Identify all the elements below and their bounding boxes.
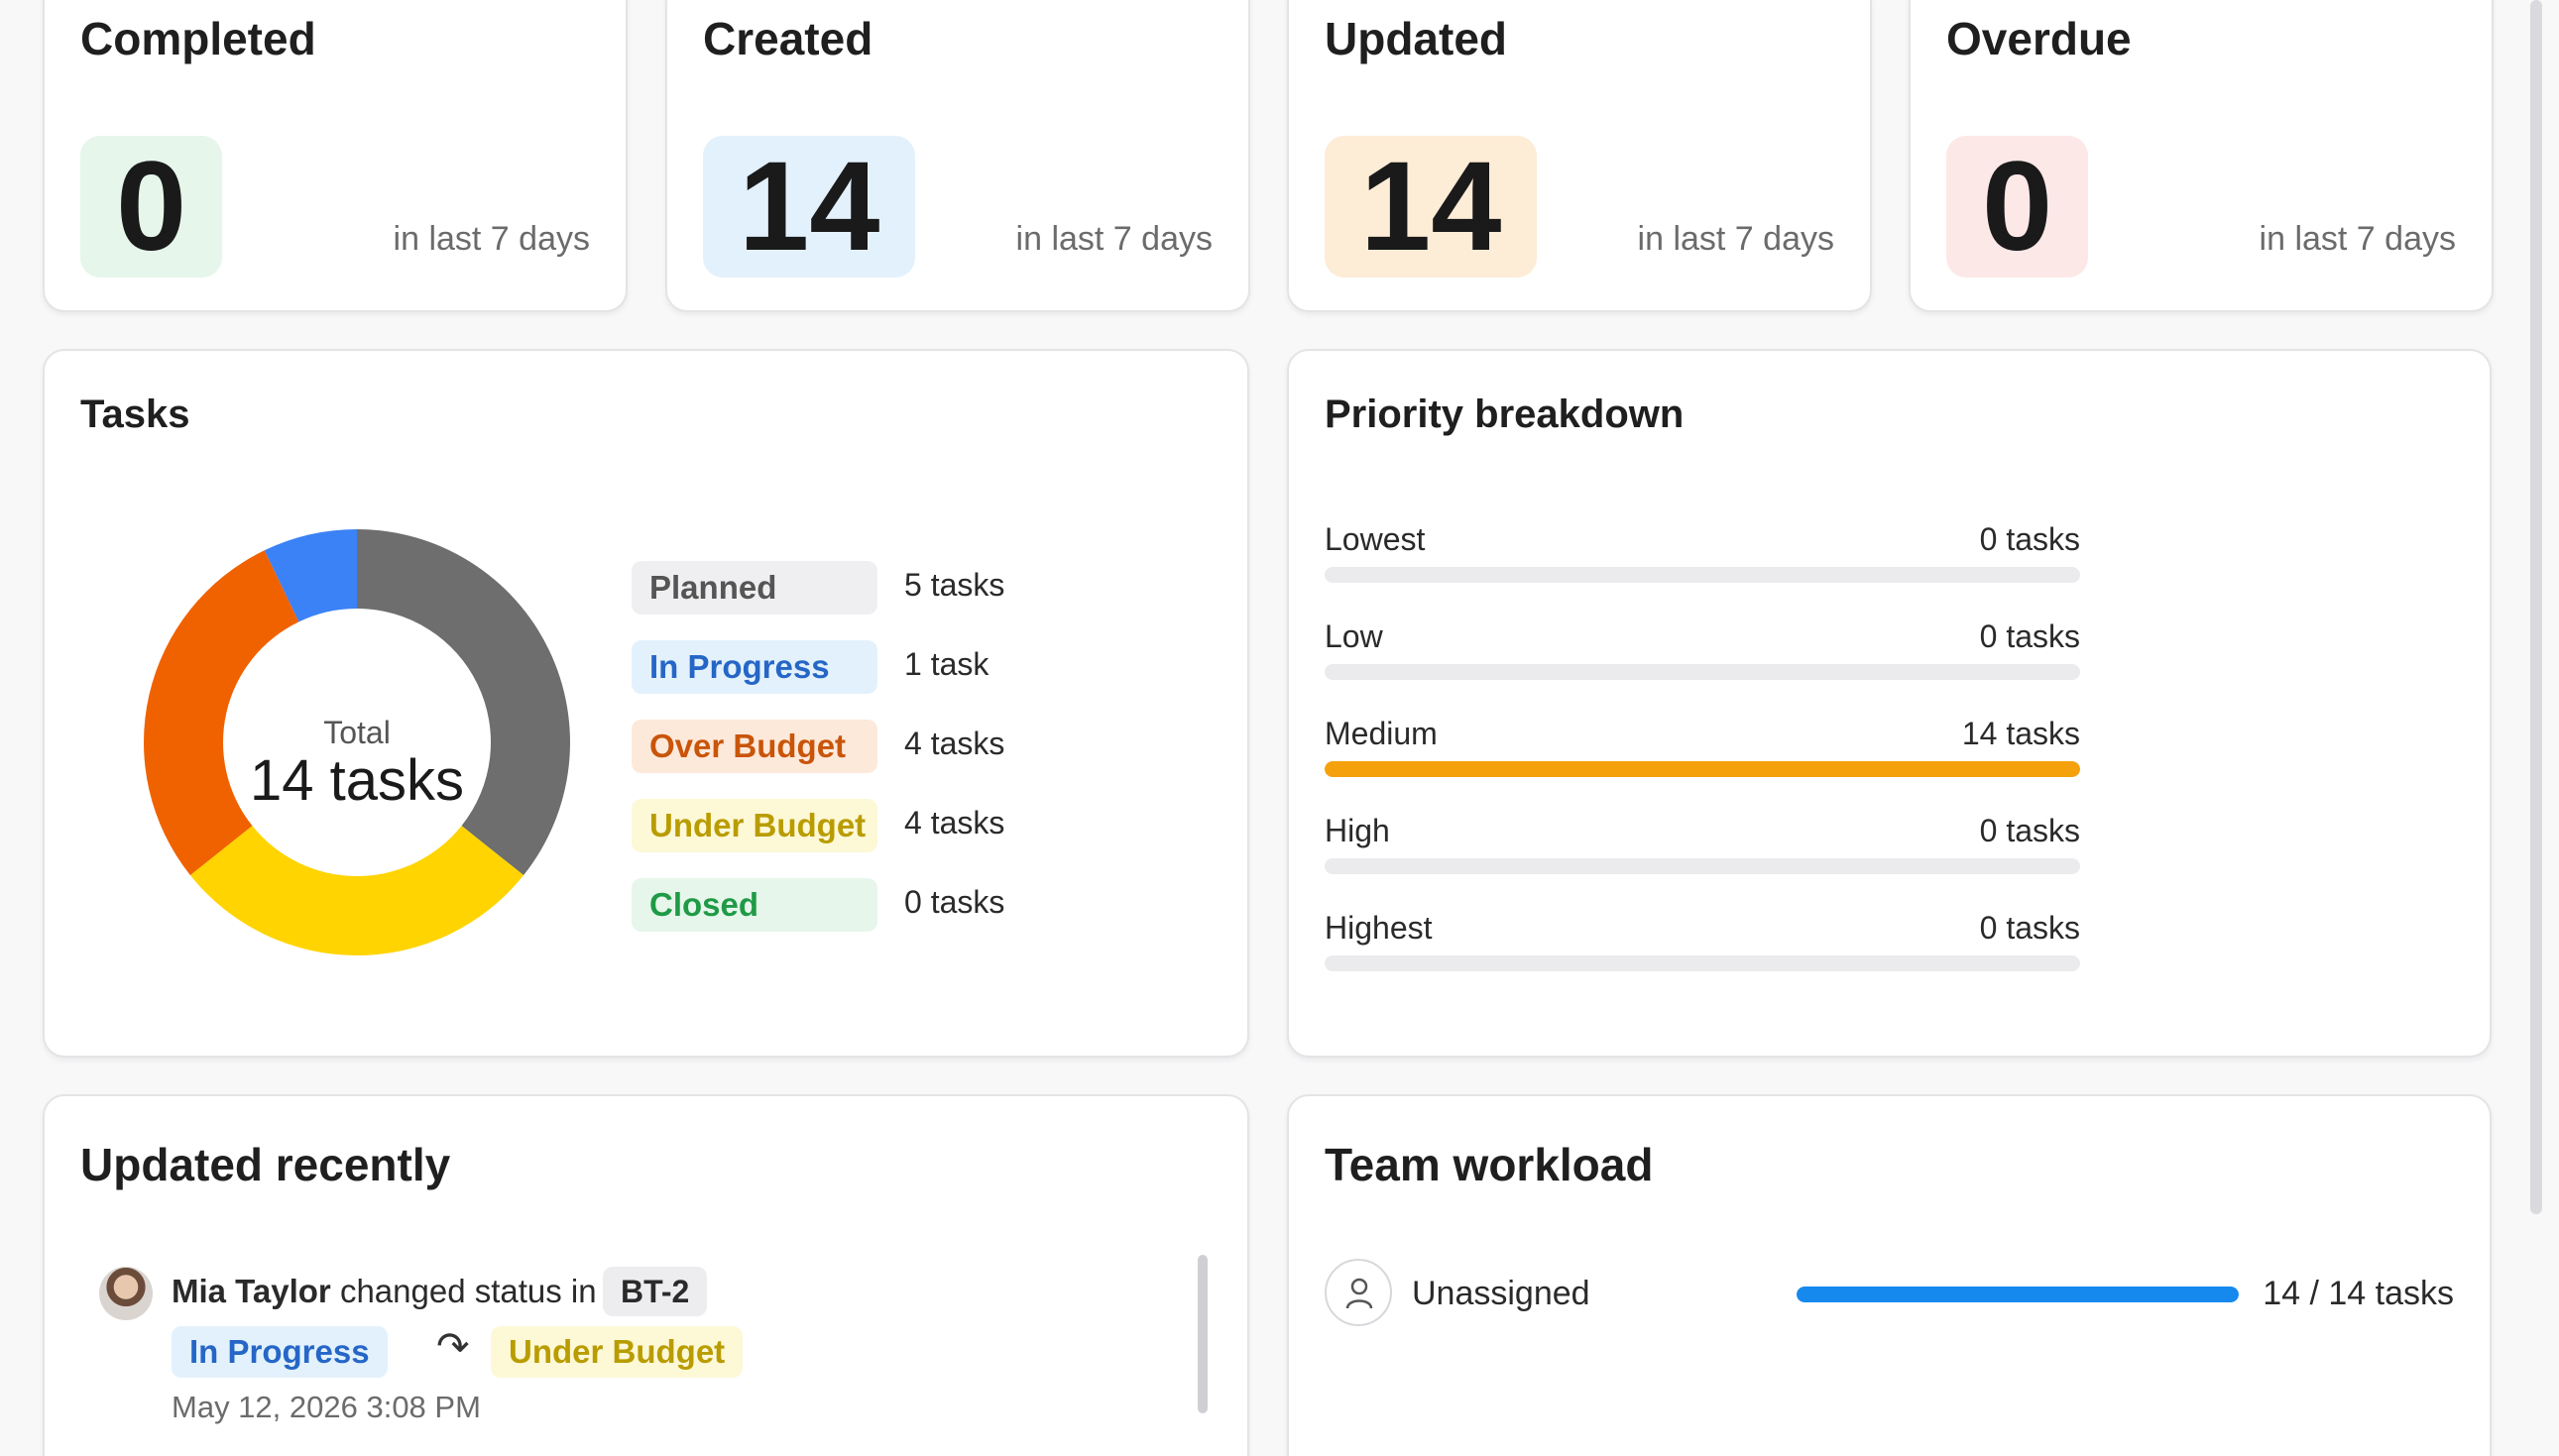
legend-count: 0 tasks bbox=[904, 884, 1005, 920]
status-pill: Closed bbox=[632, 878, 877, 932]
priority-bar-track bbox=[1325, 955, 2080, 971]
legend-count: 4 tasks bbox=[904, 726, 1005, 761]
activity-timestamp: May 12, 2026 3:08 PM bbox=[172, 1390, 481, 1424]
stat-title: Updated bbox=[1325, 13, 1507, 64]
donut-total-label: Total bbox=[323, 715, 391, 750]
priority-bar-fill bbox=[1325, 761, 2080, 777]
priority-count: 0 tasks bbox=[1979, 618, 2080, 654]
issue-key-link[interactable]: BT-2 bbox=[603, 1267, 708, 1316]
stat-title: Created bbox=[703, 13, 873, 64]
status-pill: Planned bbox=[632, 561, 877, 615]
activity-action: changed status in bbox=[339, 1273, 597, 1309]
stat-card-overdue[interactable]: Overdue 0 in last 7 days bbox=[1909, 0, 2494, 312]
donut-slice-in-progress[interactable] bbox=[264, 529, 357, 622]
stat-subtitle: in last 7 days bbox=[1015, 220, 1213, 258]
legend-count: 1 task bbox=[904, 646, 989, 682]
priority-row-lowest[interactable]: Lowest 0 tasks bbox=[1325, 521, 2080, 618]
stat-value: 0 bbox=[80, 136, 223, 278]
stat-value: 14 bbox=[703, 136, 916, 278]
tasks-title: Tasks bbox=[80, 392, 190, 436]
transition-arrow-icon: ↷ bbox=[436, 1325, 470, 1369]
priority-breakdown-card: Priority breakdown Lowest 0 tasks Low 0 … bbox=[1287, 349, 2492, 1058]
user-icon bbox=[1325, 1259, 1392, 1326]
donut-slice-over-budget[interactable] bbox=[144, 550, 299, 876]
team-member-label: Unassigned bbox=[1412, 1275, 1590, 1312]
stat-subtitle: in last 7 days bbox=[2259, 220, 2456, 258]
stat-card-completed[interactable]: Completed 0 in last 7 days bbox=[43, 0, 628, 312]
stat-card-updated[interactable]: Updated 14 in last 7 days bbox=[1287, 0, 1872, 312]
updated-recently-card: Updated recently Mia Taylor changed stat… bbox=[43, 1094, 1249, 1456]
priority-title: Priority breakdown bbox=[1325, 392, 1685, 436]
priority-row-medium[interactable]: Medium 14 tasks bbox=[1325, 716, 2080, 813]
stat-value: 14 bbox=[1325, 136, 1538, 278]
tasks-donut-chart bbox=[144, 529, 570, 955]
priority-label: Highest bbox=[1325, 910, 1433, 946]
team-workload-title: Team workload bbox=[1325, 1139, 1654, 1190]
stat-subtitle: in last 7 days bbox=[393, 220, 590, 258]
priority-bar-track bbox=[1325, 567, 2080, 583]
updated-recently-title: Updated recently bbox=[80, 1139, 451, 1190]
priority-row-high[interactable]: High 0 tasks bbox=[1325, 813, 2080, 910]
stat-title: Completed bbox=[80, 13, 316, 64]
priority-label: Lowest bbox=[1325, 521, 1426, 557]
status-pill: In Progress bbox=[632, 640, 877, 694]
legend-count: 5 tasks bbox=[904, 567, 1005, 603]
activity-user[interactable]: Mia Taylor bbox=[172, 1273, 331, 1309]
to-status-pill: Under Budget bbox=[491, 1326, 744, 1378]
avatar[interactable] bbox=[99, 1267, 153, 1320]
workload-bar-track bbox=[1797, 1287, 2239, 1302]
priority-count: 14 tasks bbox=[1961, 716, 2080, 751]
status-pill: Over Budget bbox=[632, 720, 877, 773]
activity-text: Mia Taylor changed status in bbox=[172, 1273, 597, 1310]
from-status-pill: In Progress bbox=[172, 1326, 388, 1378]
scrollbar-thumb[interactable] bbox=[1198, 1255, 1208, 1413]
donut-slice-under-budget[interactable] bbox=[189, 826, 524, 955]
priority-label: High bbox=[1325, 813, 1390, 848]
tasks-card: Tasks Total 14 tasks Planned 5 tasks In … bbox=[43, 349, 1249, 1058]
stat-value: 0 bbox=[1946, 136, 2089, 278]
priority-bar-track bbox=[1325, 858, 2080, 874]
priority-count: 0 tasks bbox=[1979, 813, 2080, 848]
donut-slice-planned[interactable] bbox=[357, 529, 570, 876]
workload-count: 14 / 14 tasks bbox=[2263, 1275, 2454, 1312]
status-pill: Under Budget bbox=[632, 799, 877, 852]
priority-label: Low bbox=[1325, 618, 1383, 654]
priority-label: Medium bbox=[1325, 716, 1438, 751]
priority-count: 0 tasks bbox=[1979, 521, 2080, 557]
stat-subtitle: in last 7 days bbox=[1637, 220, 1834, 258]
legend-count: 4 tasks bbox=[904, 805, 1005, 840]
stat-card-created[interactable]: Created 14 in last 7 days bbox=[665, 0, 1250, 312]
workload-bar-fill bbox=[1797, 1287, 2239, 1302]
team-workload-card: Team workload Unassigned 14 / 14 tasks bbox=[1287, 1094, 2492, 1456]
donut-total-count: 14 tasks bbox=[250, 748, 464, 813]
priority-row-low[interactable]: Low 0 tasks bbox=[1325, 618, 2080, 716]
priority-bar-track bbox=[1325, 664, 2080, 680]
stat-title: Overdue bbox=[1946, 13, 2132, 64]
page-scrollbar[interactable] bbox=[2530, 0, 2542, 1214]
priority-row-highest[interactable]: Highest 0 tasks bbox=[1325, 910, 2080, 1007]
priority-count: 0 tasks bbox=[1979, 910, 2080, 946]
priority-bar-track bbox=[1325, 761, 2080, 777]
